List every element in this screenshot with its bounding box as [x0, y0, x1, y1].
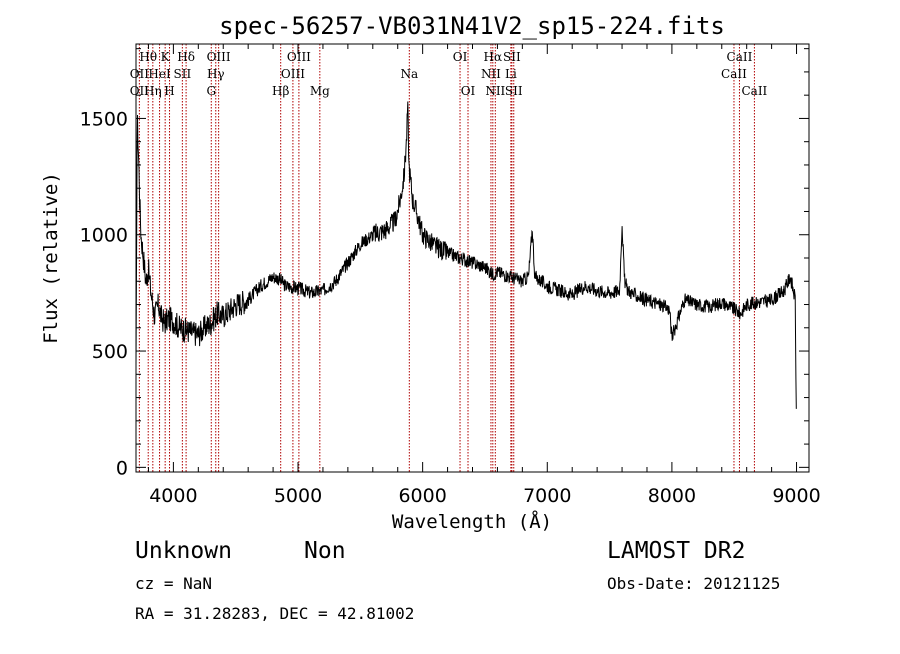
- spectral-line-label: NII: [481, 67, 501, 81]
- spectral-line-label: Na: [400, 67, 418, 81]
- spectral-line-label: OI: [453, 50, 468, 64]
- spectral-line-label: CaII: [741, 84, 767, 98]
- spectral-line-markers: [138, 44, 755, 472]
- y-tick-label: 1500: [80, 108, 128, 130]
- spectral-line-label: OIII: [207, 50, 231, 64]
- spectral-line-label: OII: [130, 84, 150, 98]
- object-subclass: Non: [304, 538, 346, 564]
- spectral-line-label: Mg: [310, 84, 330, 98]
- spectral-line-label: OIII: [281, 67, 305, 81]
- spectral-line-label: K: [161, 50, 171, 64]
- spectral-line-label: Hδ: [177, 50, 195, 64]
- spectral-line-label: CaII: [727, 50, 753, 64]
- spectral-line-label: Hθ: [139, 50, 157, 64]
- spectrum-line: [135, 101, 797, 409]
- ra-dec: RA = 31.28283, DEC = 42.81002: [135, 604, 414, 623]
- spectral-line-label: G: [206, 84, 216, 98]
- spectral-line-label: HeI: [148, 67, 171, 81]
- redshift-cz: cz = NaN: [135, 574, 212, 593]
- spectral-line-label: OI: [461, 84, 476, 98]
- x-tick-label: 7000: [523, 485, 571, 507]
- x-tick-label: 9000: [772, 485, 820, 507]
- spectrum-series: [135, 101, 797, 409]
- x-tick-label: 8000: [648, 485, 696, 507]
- spectral-line-label: NII: [485, 84, 505, 98]
- y-axis-title: Flux (relative): [40, 172, 62, 344]
- spectral-line-label: OIII: [287, 50, 311, 64]
- chart-title: spec-56257-VB031N41V2_sp15-224.fits: [219, 12, 725, 40]
- spectral-line-label: OII: [130, 67, 150, 81]
- spectral-line-label: H: [164, 84, 174, 98]
- x-tick-label: 6000: [398, 485, 446, 507]
- spectral-line-label: SII: [174, 67, 192, 81]
- spectral-line-label: SII: [505, 84, 523, 98]
- spectral-line-label: Hη: [144, 84, 162, 98]
- x-tick-label: 4000: [149, 485, 197, 507]
- y-tick-label: 1000: [80, 225, 128, 247]
- spectral-line-label: Li: [505, 67, 517, 81]
- survey-name: LAMOST DR2: [607, 538, 745, 564]
- spectral-line-label: Hγ: [207, 67, 225, 81]
- spectral-line-label: CaII: [721, 67, 747, 81]
- x-tick-label: 5000: [274, 485, 322, 507]
- x-axis-title: Wavelength (Å): [392, 510, 552, 533]
- spectral-line-label: Hα: [484, 50, 503, 64]
- spectral-line-label: SII: [503, 50, 521, 64]
- y-axis-ticks: 0 500 1000 1500: [80, 48, 809, 479]
- observation-date: Obs-Date: 20121125: [607, 574, 780, 593]
- x-axis-ticks: 4000 5000 6000 7000 8000 9000: [147, 44, 821, 507]
- y-tick-label: 500: [92, 341, 128, 363]
- object-class: Unknown: [135, 538, 232, 564]
- y-tick-label: 0: [116, 457, 128, 479]
- spectral-line-label: Hβ: [272, 84, 289, 98]
